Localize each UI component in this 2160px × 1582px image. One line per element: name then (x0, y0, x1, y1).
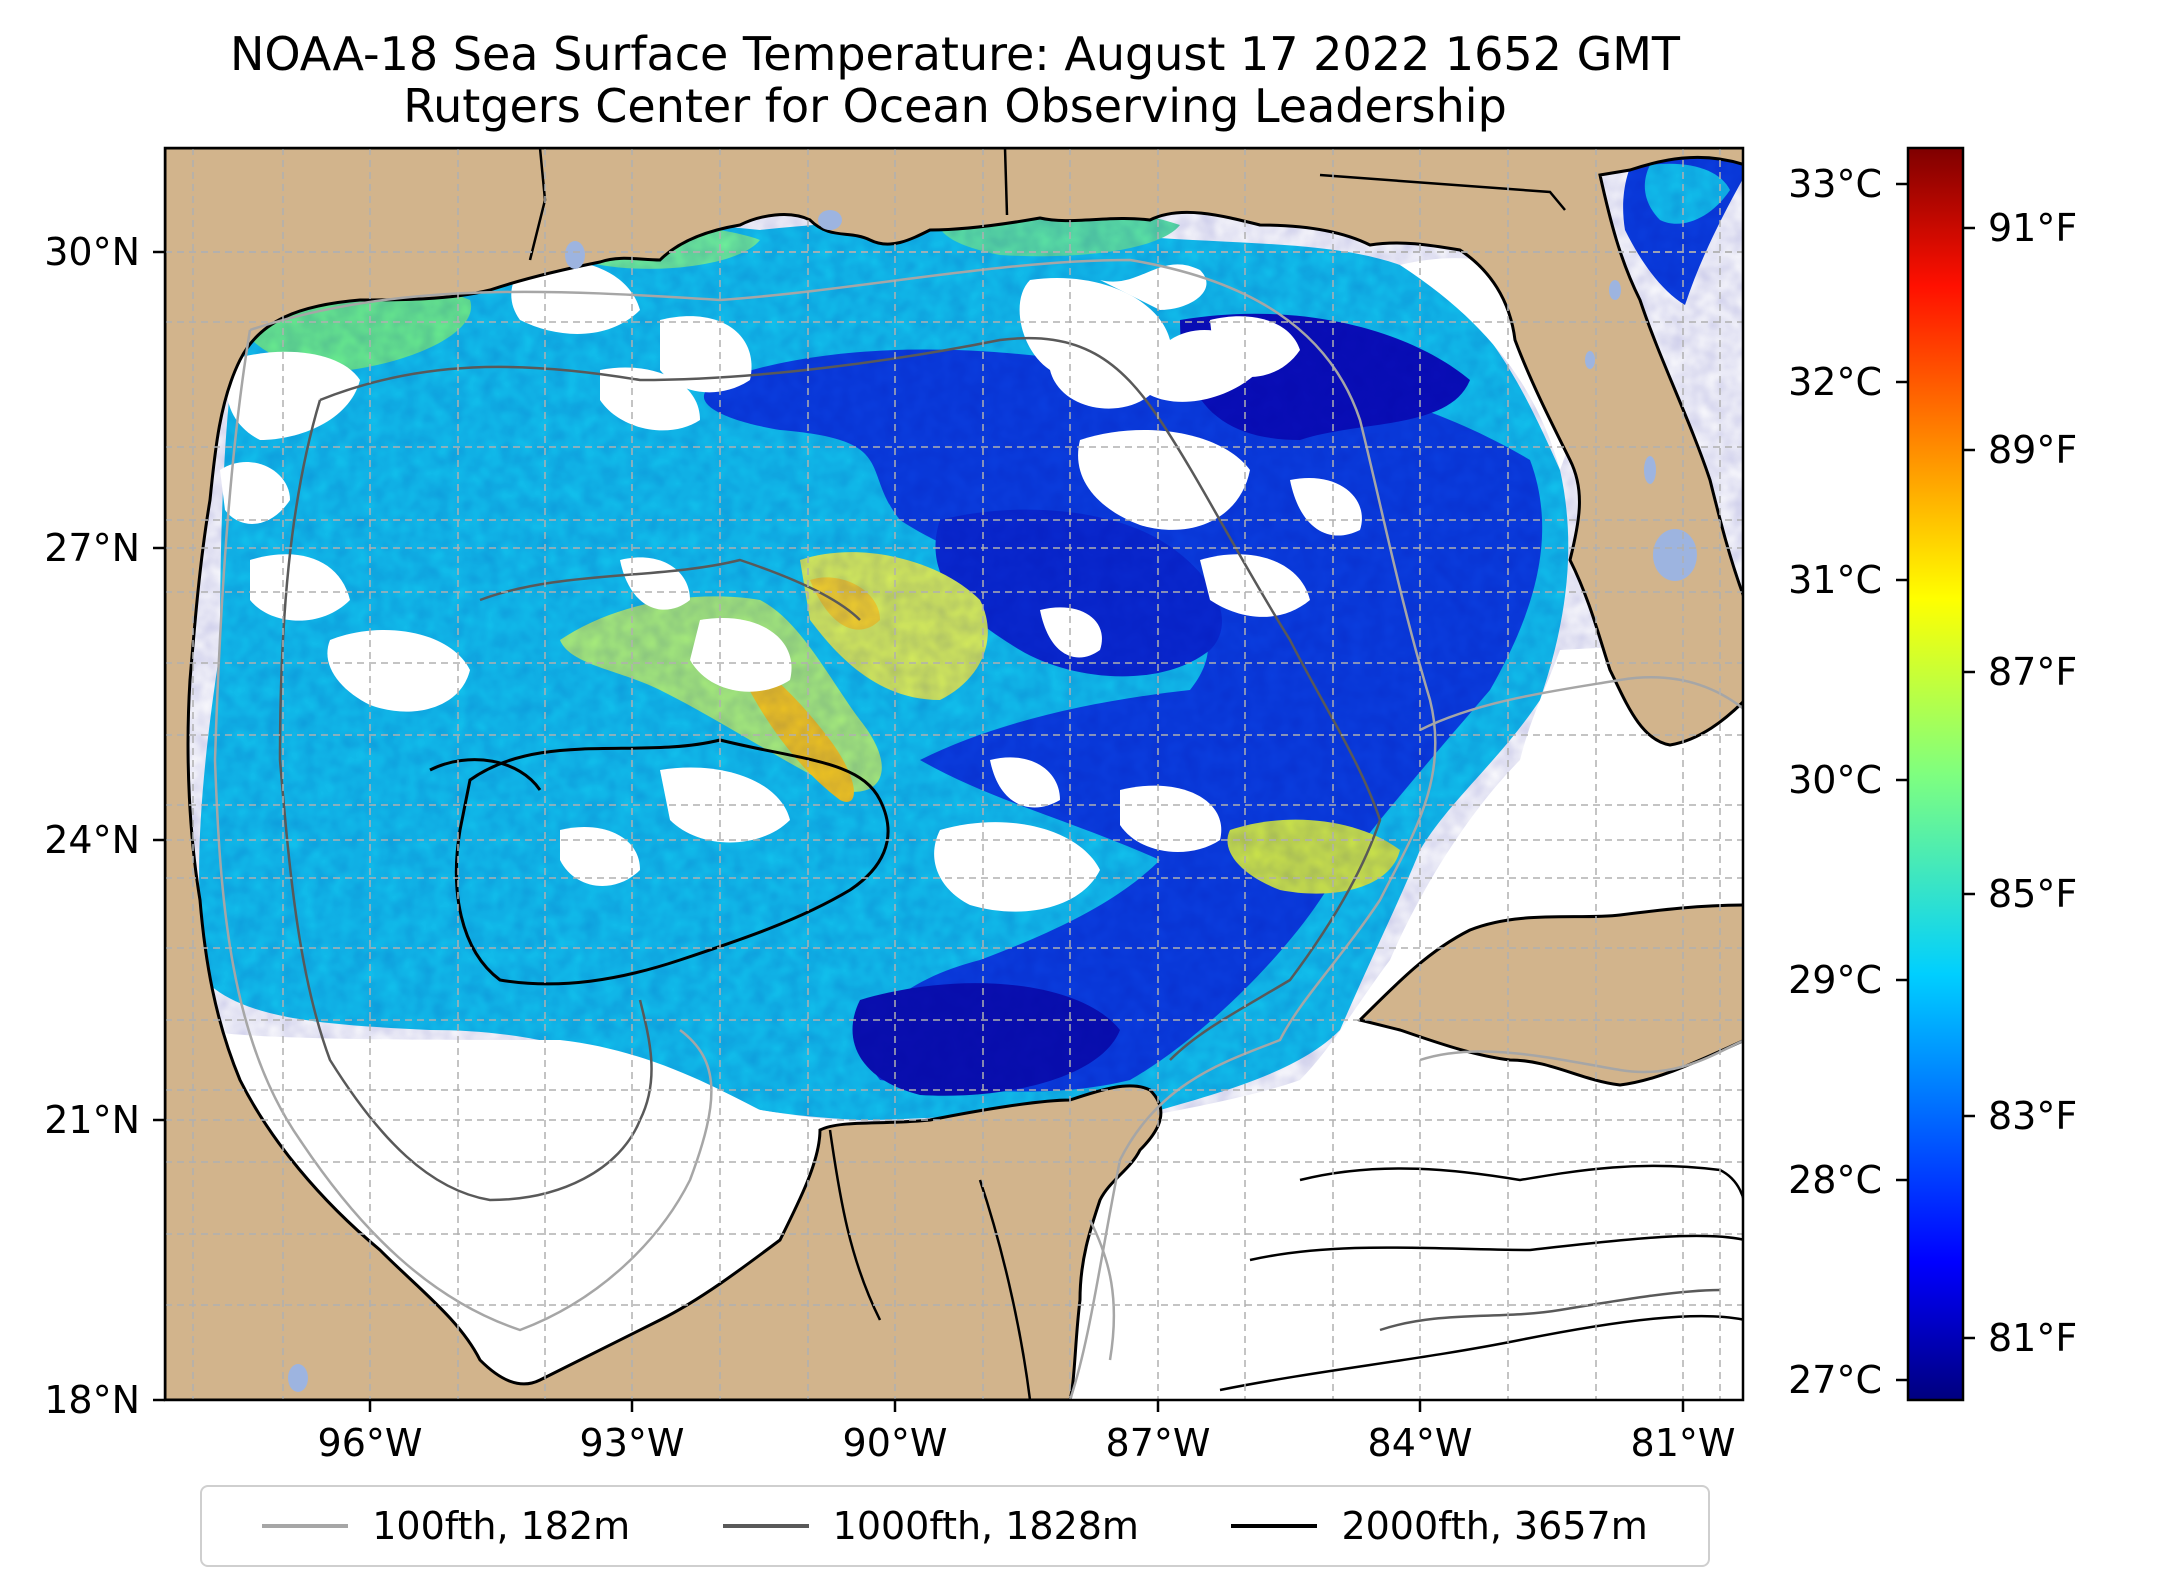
celsius-label: 31°C (1788, 558, 1882, 602)
cloud-gaps (165, 258, 1743, 1400)
land-masses (165, 148, 1743, 1400)
legend-line-black (1231, 1524, 1318, 1528)
fahrenheit-label: 91°F (1988, 206, 2077, 250)
fahrenheit-label: 87°F (1988, 650, 2077, 694)
lon-label: 93°W (580, 1421, 685, 1465)
fahrenheit-label: 83°F (1988, 1094, 2077, 1138)
lat-label: 30°N (44, 230, 140, 274)
celsius-label: 28°C (1788, 1158, 1882, 1202)
longitude-labels: 96°W 93°W 90°W 87°W 84°W 81°W (318, 1421, 1736, 1465)
inland-lakes (288, 210, 1697, 1392)
legend-item-100fth: 100fth, 182m (262, 1504, 630, 1548)
celsius-label: 32°C (1788, 360, 1882, 404)
state-borders (528, 148, 1566, 1400)
celsius-label: 30°C (1788, 758, 1882, 802)
lon-label: 87°W (1106, 1421, 1211, 1465)
legend-label: 1000fth, 1828m (832, 1504, 1139, 1548)
legend-line-dark-gray (722, 1524, 809, 1528)
axis-ticks (153, 250, 1685, 1412)
celsius-label: 27°C (1788, 1358, 1882, 1402)
lat-label: 18°N (44, 1378, 140, 1422)
colorbar-fahrenheit-ticks (1963, 226, 1975, 1340)
fahrenheit-label: 81°F (1988, 1316, 2077, 1360)
colorbar-celsius-labels: 33°C 32°C 31°C 30°C 29°C 28°C 27°C (1788, 162, 1882, 1402)
fahrenheit-label: 89°F (1988, 428, 2077, 472)
legend-item-2000fth: 2000fth, 3657m (1231, 1504, 1648, 1548)
latitude-labels: 30°N 27°N 24°N 21°N 18°N (44, 230, 140, 1422)
graticule-major (165, 148, 1743, 1400)
lon-label: 96°W (318, 1421, 423, 1465)
map-frame (163, 146, 1745, 1402)
lon-label: 84°W (1368, 1421, 1473, 1465)
lat-label: 21°N (44, 1098, 140, 1142)
chart-title: NOAA-18 Sea Surface Temperature: August … (229, 27, 1680, 81)
colorbar (1906, 146, 1965, 1402)
colorbar-celsius-ticks (1896, 182, 1908, 1382)
lon-label: 90°W (843, 1421, 948, 1465)
legend-item-1000fth: 1000fth, 1828m (722, 1504, 1139, 1548)
fahrenheit-label: 85°F (1988, 872, 2077, 916)
contour-legend: 100fth, 182m 1000fth, 1828m 2000fth, 365… (200, 1485, 1710, 1567)
lat-label: 27°N (44, 526, 140, 570)
bathymetry-contours (213, 258, 1743, 1400)
lat-label: 24°N (44, 818, 140, 862)
legend-line-light-gray (262, 1524, 349, 1528)
celsius-label: 33°C (1788, 162, 1882, 206)
lon-label: 81°W (1631, 1421, 1736, 1465)
legend-label: 2000fth, 3657m (1341, 1504, 1648, 1548)
chart-subtitle: Rutgers Center for Ocean Observing Leade… (403, 79, 1507, 133)
celsius-label: 29°C (1788, 958, 1882, 1002)
legend-label: 100fth, 182m (372, 1504, 631, 1548)
colorbar-fahrenheit-labels: 91°F 89°F 87°F 85°F 83°F 81°F (1988, 206, 2077, 1360)
